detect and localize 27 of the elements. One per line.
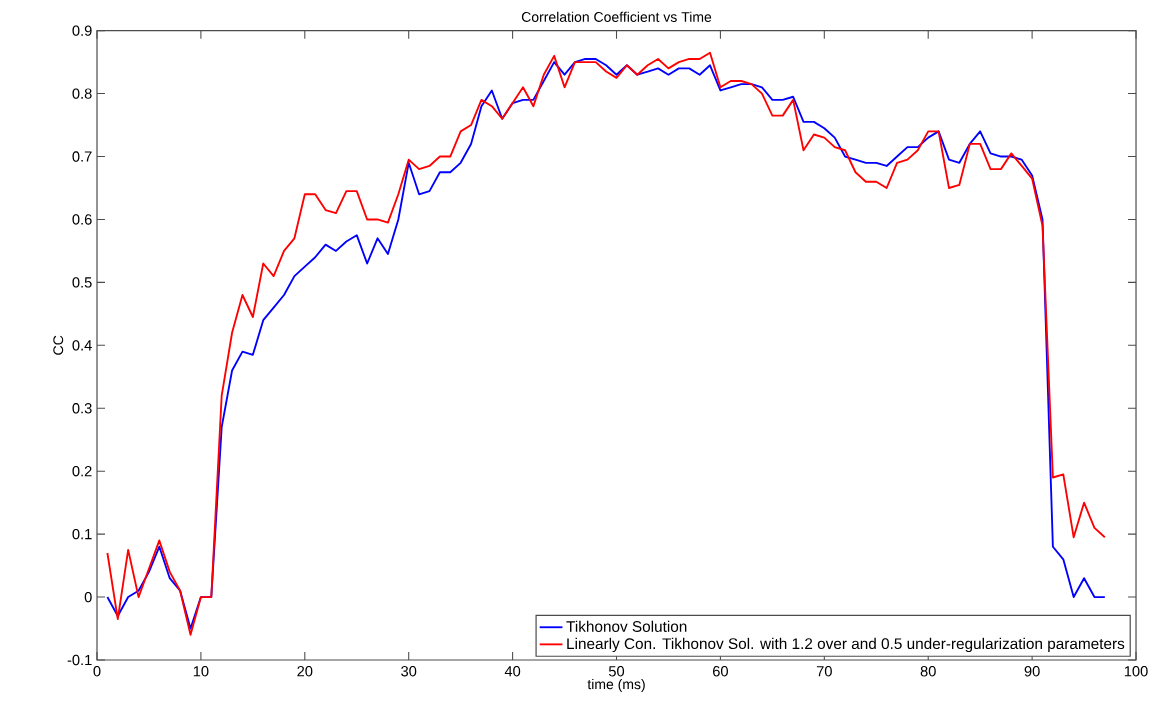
x-tick-label: 90 <box>1024 666 1040 677</box>
chart-title: Correlation Coefficient vs Time <box>521 11 712 22</box>
y-tick-label: 0.8 <box>72 88 92 99</box>
y-axis-title: CC <box>53 335 64 355</box>
x-tick-label: 40 <box>504 666 521 677</box>
y-tick-label: 0.4 <box>72 340 92 351</box>
legend-label: Tikhonov Solution <box>566 620 687 632</box>
legend-label: Linearly Con. Tikhonov Sol. with 1.2 over and 0.5 under-regularization parameters <box>567 637 1125 653</box>
x-tick-label: 0 <box>93 666 101 677</box>
x-tick-label: 10 <box>193 666 209 677</box>
x-tick-label: 20 <box>297 666 313 677</box>
y-tick-label: 0.1 <box>72 528 92 540</box>
y-tick-label: 0.6 <box>72 214 92 225</box>
y-tick-label: 0.7 <box>72 151 92 162</box>
x-tick-label: 80 <box>920 666 936 677</box>
y-tick-label: 0 <box>84 591 92 603</box>
y-tick-label: 0.5 <box>72 277 92 288</box>
x-tick-label: 30 <box>401 666 417 677</box>
x-tick-label: 50 <box>608 666 625 677</box>
x-tick-label: 70 <box>816 666 832 677</box>
y-tick-label: -0.1 <box>67 654 92 666</box>
y-tick-label: 0.2 <box>72 466 92 477</box>
x-tick-label: 100 <box>1124 666 1148 677</box>
x-axis-title: time (ms) <box>587 678 645 692</box>
x-tick-label: 60 <box>713 666 728 677</box>
y-tick-label: 0.9 <box>72 25 92 36</box>
y-tick-label: 0.3 <box>72 403 92 414</box>
